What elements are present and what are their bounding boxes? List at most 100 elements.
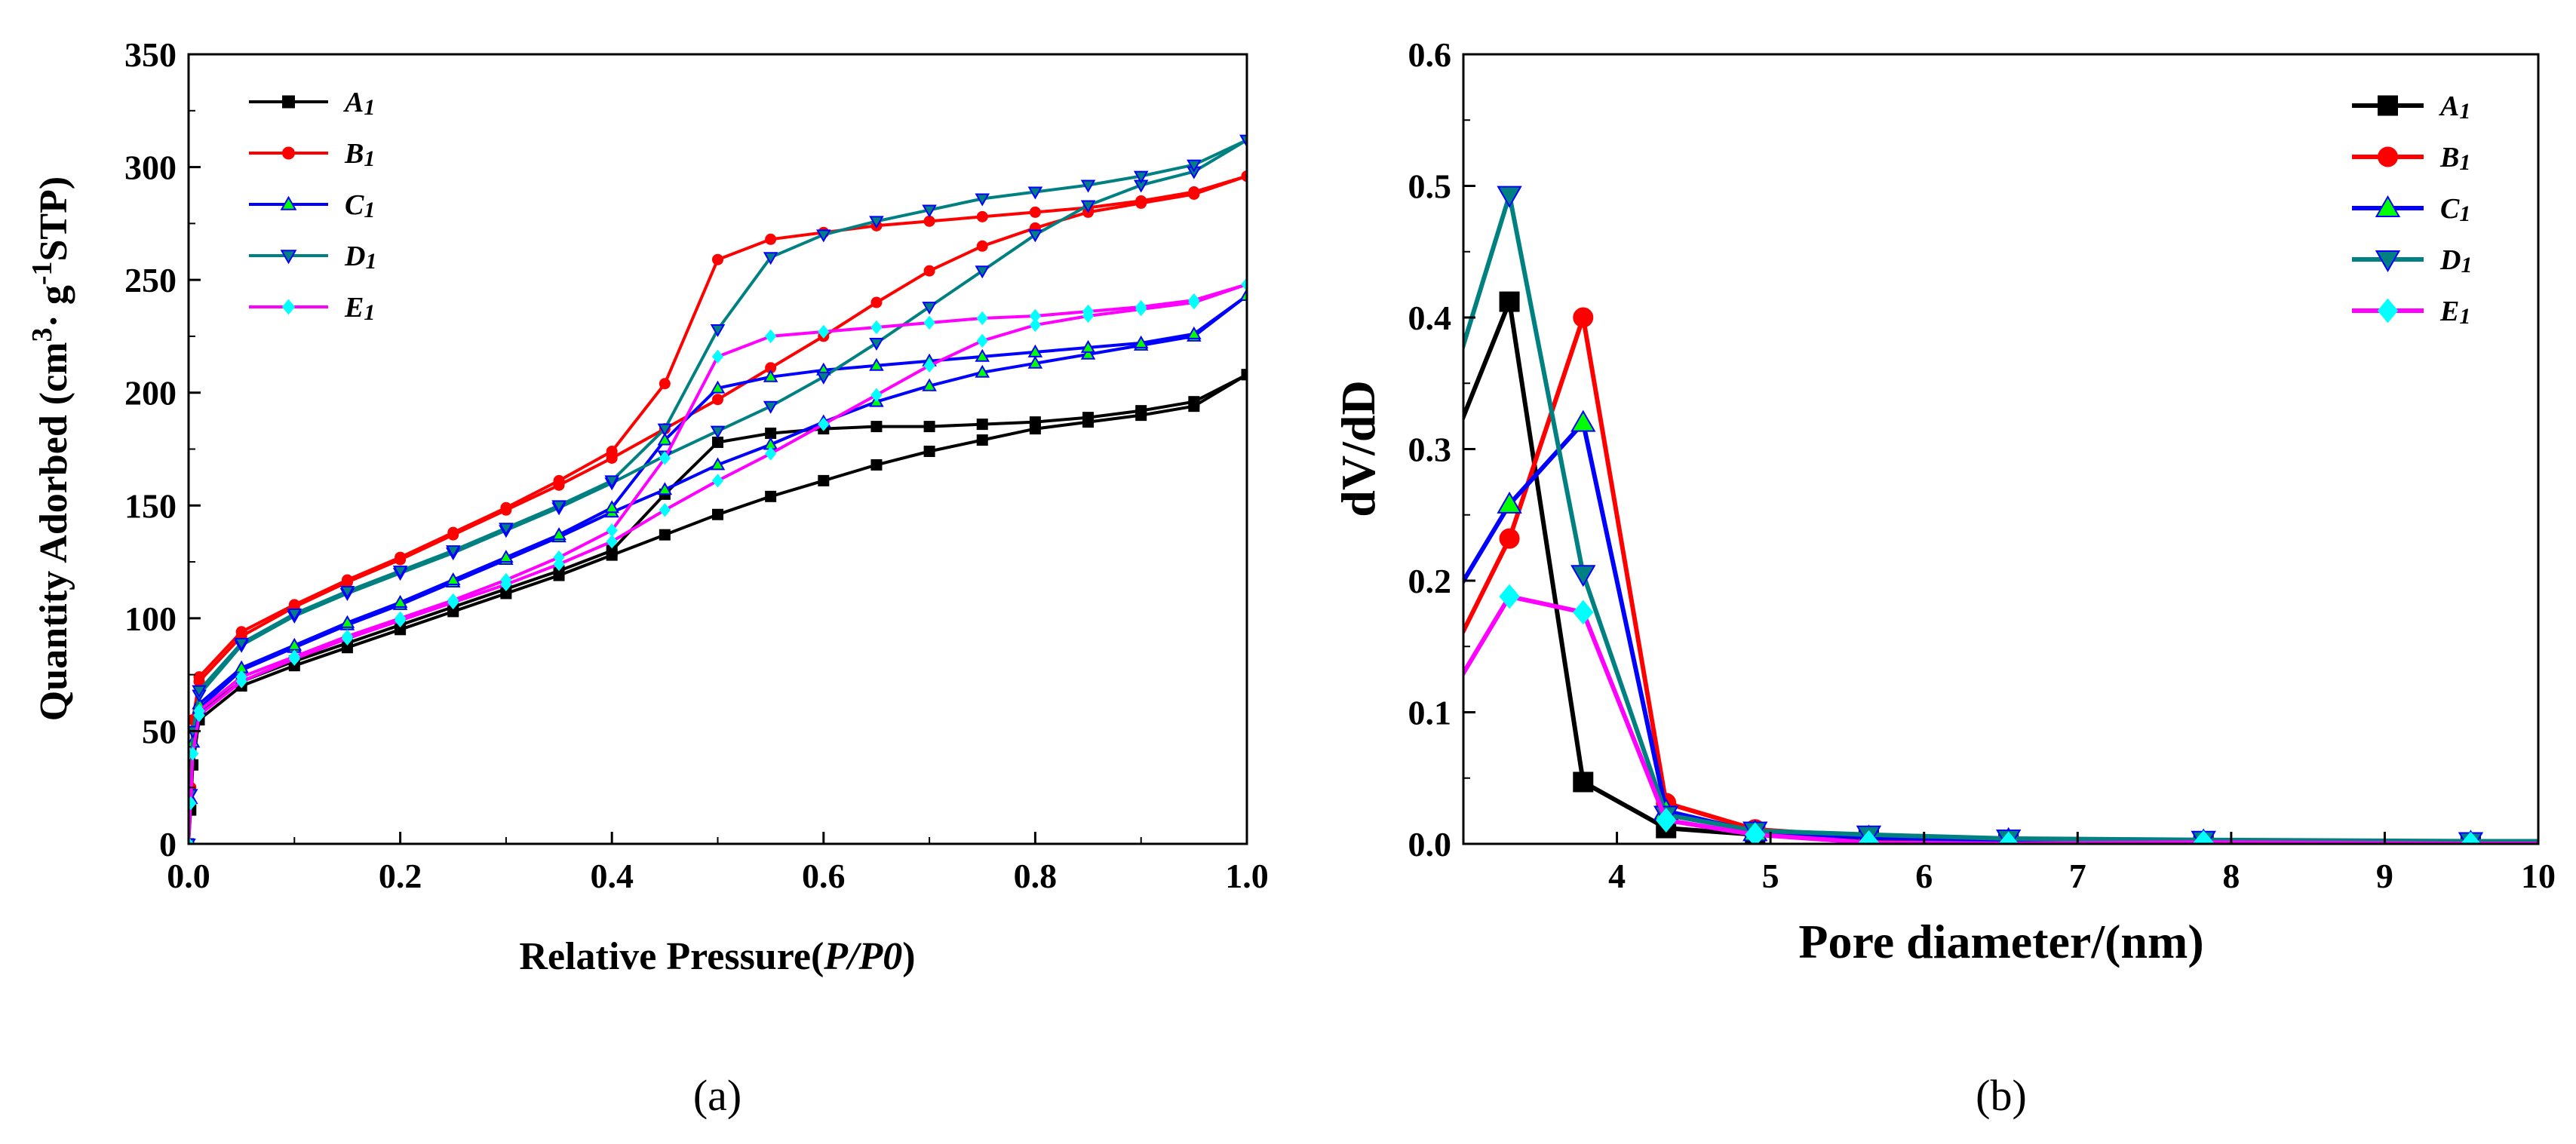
data-point-B1 [1029,206,1041,218]
data-point-B1 [341,574,353,586]
legend-label: B1 [2439,142,2470,175]
data-point-D1 [192,685,207,698]
data-point-C1 [445,572,461,585]
y-tick-label: 0.2 [1408,562,1452,600]
data-point-D1 [975,193,990,207]
panel-a-legend: A1 B1 C1 D1 E1 [249,87,376,325]
data-point-A1 [1499,291,1520,312]
legend-item-E1: E1 [249,292,375,325]
data-point-D1 [1187,159,1202,173]
panel-b-pore-distribution-chart: 4 5 6 7 8 9 10 0.0 0.1 0.2 0.3 0.4 0.5 0.6 Pore diame… [1331,35,2556,1120]
data-point-E1 [553,550,565,565]
x-tick-label: 6 [1915,857,1933,895]
x-tick-label: 1.0 [1225,857,1269,895]
data-point-C1 [869,357,884,371]
data-point-B1 [606,445,618,457]
data-point-C1 [1133,335,1149,348]
legend-item-B1: B1 [2352,142,2470,175]
data-point-B1 [976,240,988,252]
x-tick-label: 10 [2521,857,2556,895]
panel-b-legend: A1 B1 C1 D1 E1 [2352,90,2472,329]
series-line-C1-adsorption [189,294,1247,844]
panel-b-plot-area [1463,186,2538,844]
data-point-E1 [1573,600,1594,625]
data-point-D1 [287,608,302,621]
data-point-B1 [765,233,777,245]
legend-item-D1: D1 [2352,244,2472,278]
data-point-D1 [975,265,990,279]
data-point-C1 [975,364,990,378]
series-D1 [189,134,1247,844]
y-tick-label: 0.5 [1408,167,1452,206]
data-point-E1 [1135,299,1147,314]
legend-item-C1: C1 [2352,193,2470,226]
data-point-C1 [1239,288,1247,302]
data-point-B1 [1573,307,1594,328]
data-point-E1 [2460,831,2482,844]
y-tick-label: 50 [142,712,177,750]
data-point-E1 [659,451,671,465]
data-point-A1 [923,421,935,433]
x-tick-label: 5 [1762,857,1779,895]
data-point-E1 [1745,822,1766,844]
data-point-C1 [499,550,514,563]
data-point-D1 [1133,170,1149,184]
data-point-C1 [922,378,937,391]
data-point-B1 [193,671,205,683]
data-point-E1 [189,796,197,811]
legend-marker-B1 [282,146,295,160]
y-tick-label: 150 [124,486,177,525]
data-point-E1 [1656,808,1677,833]
legend-marker-B1 [2378,146,2398,167]
panel-b-y-axis-title: dV/dD [1331,380,1385,517]
data-point-D1 [392,566,408,579]
panel-a-frame [187,53,1248,845]
data-point-E1 [2193,830,2214,844]
legend-label: D1 [344,241,376,274]
legend-label: C1 [2440,193,2470,226]
panel-b-caption: (b) [1976,1071,2027,1120]
legend-marker-A1 [2378,95,2398,116]
legend-marker-A1 [282,95,295,109]
legend-item-B1: B1 [249,138,375,171]
data-point-B1 [1135,195,1147,207]
data-point-D1 [339,586,355,600]
y-tick-label: 200 [124,374,177,413]
legend-item-A1: A1 [249,87,375,120]
data-point-B1 [447,526,459,538]
series-line-E1 [1463,593,2538,844]
legend-marker-D1 [2375,250,2401,272]
series-C1 [1463,409,2538,844]
data-point-D1 [710,425,726,439]
data-point-E1 [818,324,830,339]
data-point-E1 [1029,317,1042,333]
data-point-B1 [870,296,883,308]
data-point-A1 [1188,396,1200,408]
data-point-A1 [712,437,723,449]
data-point-A1 [818,474,830,486]
data-point-E1 [659,503,671,517]
y-tick-label: 300 [124,149,177,187]
data-point-E1 [500,572,512,587]
x-tick-label: 7 [2069,857,2086,895]
data-point-C1 [604,500,619,514]
data-point-E1 [447,593,459,608]
data-point-D1 [551,500,566,514]
data-point-E1 [1499,584,1520,609]
data-point-E1 [711,474,724,488]
data-point-C1 [975,348,990,362]
data-point-A1 [1082,412,1095,424]
data-point-B1 [923,265,935,277]
legend-marker-C1 [280,195,297,210]
series-A1 [189,369,1247,844]
data-point-E1 [764,446,777,461]
data-point-E1 [1241,277,1247,292]
y-tick-label: 0.3 [1408,431,1452,469]
series-line-B1-adsorption [189,174,1247,844]
data-point-C1 [1187,326,1202,339]
data-point-C1 [1027,344,1043,357]
legend-label: A1 [2439,90,2470,124]
data-point-D1 [710,324,726,338]
data-point-E1 [394,611,407,626]
series-line-E1-adsorption [189,283,1247,844]
